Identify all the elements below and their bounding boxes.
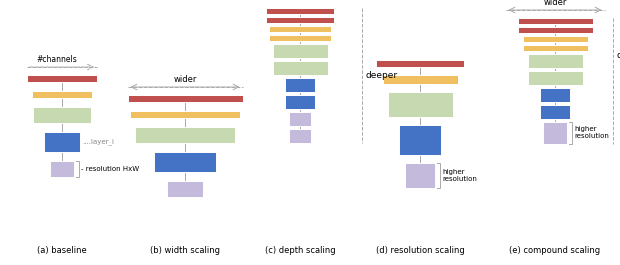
Bar: [154, 152, 216, 172]
Bar: [543, 122, 567, 144]
Bar: [523, 45, 588, 51]
Text: ....layer_i: ....layer_i: [82, 139, 114, 145]
Bar: [518, 18, 593, 24]
Bar: [130, 111, 240, 118]
Bar: [289, 129, 311, 143]
Bar: [528, 71, 583, 85]
Bar: [273, 61, 327, 75]
Text: (a) baseline: (a) baseline: [37, 246, 87, 255]
Bar: [50, 161, 74, 177]
Text: deeper: deeper: [616, 51, 620, 60]
Text: - resolution HxW: - resolution HxW: [81, 166, 139, 172]
Text: (c) depth scaling: (c) depth scaling: [265, 246, 335, 255]
Bar: [273, 44, 327, 58]
Text: wider: wider: [543, 0, 567, 7]
Text: (b) width scaling: (b) width scaling: [150, 246, 220, 255]
Bar: [44, 132, 80, 152]
Bar: [528, 54, 583, 68]
Bar: [266, 17, 334, 23]
Bar: [27, 75, 97, 82]
Bar: [135, 127, 235, 143]
Bar: [167, 181, 203, 197]
Text: #channels: #channels: [37, 55, 78, 64]
Bar: [33, 107, 91, 123]
Bar: [269, 35, 331, 41]
Bar: [289, 112, 311, 126]
Bar: [285, 78, 315, 92]
Bar: [128, 95, 242, 102]
Bar: [540, 88, 570, 102]
Bar: [399, 125, 441, 155]
Bar: [518, 27, 593, 33]
Bar: [540, 105, 570, 119]
Bar: [285, 95, 315, 109]
Bar: [405, 163, 435, 188]
Text: higher
resolution: higher resolution: [574, 126, 609, 139]
Text: (e) compound scaling: (e) compound scaling: [510, 246, 601, 255]
Bar: [376, 60, 464, 67]
Bar: [383, 75, 458, 84]
Bar: [523, 36, 588, 42]
Text: wider: wider: [174, 75, 197, 84]
Bar: [32, 91, 92, 98]
Text: higher
resolution: higher resolution: [442, 169, 477, 182]
Text: deeper: deeper: [366, 71, 398, 80]
Text: (d) resolution scaling: (d) resolution scaling: [376, 246, 464, 255]
Bar: [266, 8, 334, 14]
Bar: [388, 92, 453, 117]
Bar: [269, 26, 331, 32]
